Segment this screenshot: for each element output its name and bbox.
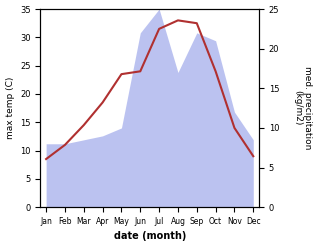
Y-axis label: med. precipitation
(kg/m2): med. precipitation (kg/m2) (293, 66, 313, 150)
X-axis label: date (month): date (month) (114, 231, 186, 242)
Y-axis label: max temp (C): max temp (C) (5, 77, 15, 139)
